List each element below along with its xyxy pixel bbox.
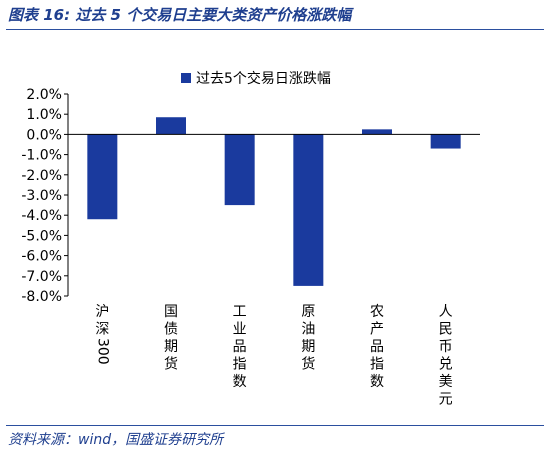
x-tick-label: 农 (370, 304, 384, 320)
y-tick-label: 2.0% (26, 87, 62, 103)
x-tick-label: 品 (370, 339, 384, 355)
bar (87, 134, 118, 220)
source-note: 资料来源：wind，国盛证券研究所 (8, 432, 224, 448)
x-tick-label: 品 (233, 339, 247, 355)
x-tick-label: 数 (233, 374, 247, 390)
legend-swatch (181, 73, 191, 83)
x-tick-label: 美 (439, 374, 453, 390)
y-axis-ticks: 2.0% 1.0% 0.0% -1.0% -2.0% -3.0% -4.0% -5.0% -6.… (21, 87, 68, 305)
y-tick-label: -4.0% (21, 208, 62, 224)
x-tick-label: 产 (370, 322, 384, 338)
x-tick-label: 数 (370, 374, 384, 390)
x-tick-label: 深 (95, 322, 109, 338)
bar (224, 134, 255, 206)
bars (87, 117, 461, 286)
x-tick-label: 工 (233, 304, 247, 320)
x-tick-label: 期 (301, 339, 315, 355)
x-tick-label: 兑 (439, 357, 453, 373)
y-tick-label: -7.0% (21, 269, 62, 285)
footer-divider (6, 425, 544, 426)
y-tick-label: -2.0% (21, 168, 62, 184)
y-tick-label: -6.0% (21, 249, 62, 265)
y-tick-label: -8.0% (21, 289, 62, 305)
x-tick-label: 期 (164, 339, 178, 355)
x-tick-label: 元 (439, 392, 453, 408)
x-tick-label: 油 (301, 322, 315, 338)
x-tick-label: 人 (439, 304, 453, 320)
x-tick-label: 货 (164, 356, 178, 373)
legend-label: 过去5个交易日涨跌幅 (196, 70, 331, 87)
x-tick-label: 沪 (95, 304, 109, 320)
x-tick-label: 货 (301, 356, 315, 373)
x-tick-label: 币 (439, 339, 453, 355)
x-tick-label: 国 (164, 304, 178, 320)
title-divider (6, 29, 544, 30)
bar (156, 117, 186, 135)
y-tick-label: 1.0% (26, 107, 62, 123)
legend: 过去5个交易日涨跌幅 (181, 70, 331, 87)
y-tick-label: 0.0% (26, 127, 62, 143)
bar (430, 134, 461, 149)
x-tick-label: 指 (233, 357, 247, 373)
x-tick-label: 民 (439, 322, 453, 338)
figure-title: 图表 16: 过去 5 个交易日主要大类资产价格涨跌幅 (8, 6, 352, 24)
x-tick-label: 300 (94, 338, 110, 365)
x-tick-label: 业 (233, 322, 247, 338)
bar (293, 134, 324, 286)
bar (362, 129, 392, 135)
y-tick-label: -3.0% (21, 188, 62, 204)
x-tick-label: 原 (301, 304, 315, 320)
x-tick-label: 债 (164, 322, 178, 338)
x-tick-label: 指 (370, 357, 384, 373)
y-tick-label: -5.0% (21, 228, 62, 244)
y-tick-label: -1.0% (21, 148, 62, 164)
